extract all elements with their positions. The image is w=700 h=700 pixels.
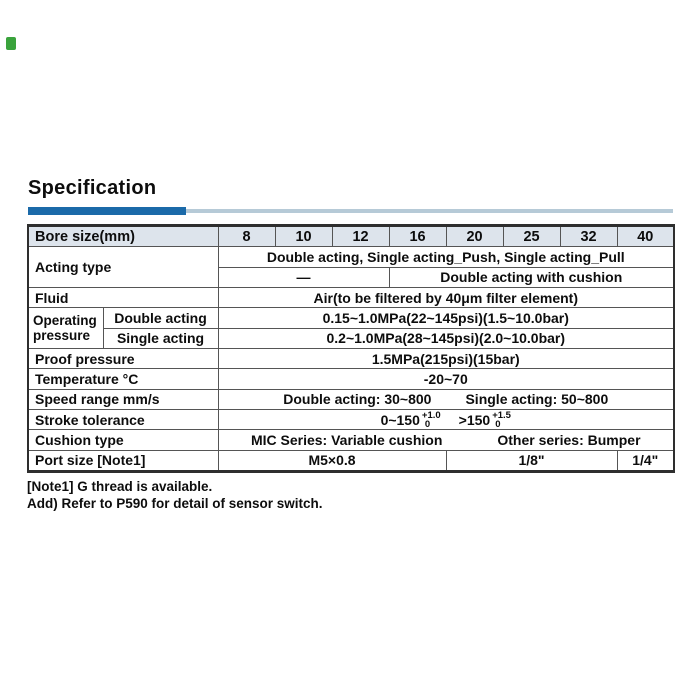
- page-title: Specification: [28, 177, 157, 199]
- bore-column-header: 25: [502, 224, 561, 248]
- operating-pressure-label: Operating pressure: [27, 307, 104, 349]
- tolerance-lower: 0: [424, 418, 431, 430]
- bore-column-header: 40: [616, 224, 675, 248]
- table-row: Cushion type MIC Series: Variable cushio…: [27, 429, 675, 451]
- footnote-add: Add) Refer to P590 for detail of sensor …: [27, 496, 323, 511]
- acting-type-all-cell: Double acting, Single acting_Push, Singl…: [217, 246, 675, 268]
- table-row: Speed range mm/s Double acting: 30~800 S…: [27, 388, 675, 410]
- bore-column-header: 8: [217, 224, 276, 248]
- table-row: Fluid Air(to be filtered by 40μm filter …: [27, 286, 675, 309]
- operating-pressure-double-value-cell: 0.15~1.0MPa(22~145psi)(1.5~10.0bar): [217, 307, 675, 329]
- stroke-tolerance-range1-base: 0~150: [380, 411, 420, 428]
- table-row: Stroke tolerance 0~150 +1.0 0 >150 +1.5 …: [27, 408, 675, 431]
- speed-range-single: Single acting: 50~800: [465, 391, 609, 408]
- specification-table: Bore size(mm) 8 10 12 16 20 25 32 40 Act…: [27, 224, 676, 473]
- table-row: Acting type Double acting, Single acting…: [27, 246, 675, 288]
- acting-type-no-cushion-cell: —: [217, 266, 390, 289]
- stroke-tolerance-label: Stroke tolerance: [27, 408, 219, 431]
- temperature-label: Temperature °C: [27, 368, 219, 390]
- acting-type-label: Acting type: [27, 246, 219, 288]
- title-underline: [28, 207, 673, 215]
- bore-column-header: 20: [445, 224, 504, 248]
- footnote-note1: [Note1] G thread is available.: [27, 479, 213, 494]
- proof-pressure-value-cell: 1.5MPa(215psi)(15bar): [217, 347, 675, 370]
- speed-range-double: Double acting: 30~800: [283, 391, 432, 408]
- green-logo-icon: [6, 37, 16, 50]
- bore-column-header: 16: [388, 224, 447, 248]
- tolerance-upper: +1.5: [492, 409, 511, 421]
- temperature-value-cell: -20~70: [217, 368, 675, 390]
- table-row: Temperature °C -20~70: [27, 368, 675, 390]
- title-underline-accent: [28, 207, 186, 215]
- table-row: — Double acting with cushion: [28, 266, 675, 289]
- title-underline-light: [28, 209, 673, 213]
- table-row: Single acting 0.2~1.0MPa(28~145psi)(2.0~…: [28, 327, 675, 349]
- stroke-tolerance-range2-limits: +1.5 0: [492, 409, 511, 430]
- operating-pressure-single-value-cell: 0.2~1.0MPa(28~145psi)(2.0~10.0bar): [217, 327, 675, 349]
- stroke-tolerance-range2-base: >150: [458, 411, 491, 428]
- bore-column-header: 10: [274, 224, 333, 248]
- cushion-type-mic: MIC Series: Variable cushion: [250, 431, 443, 448]
- cushion-type-label: Cushion type: [27, 429, 219, 451]
- proof-pressure-label: Proof pressure: [27, 347, 219, 370]
- stroke-tolerance-range2: >150 +1.5 0: [458, 409, 511, 430]
- port-size-large-cell: 1/4": [616, 449, 675, 473]
- acting-type-with-cushion-cell: Double acting with cushion: [388, 266, 675, 289]
- table-row: Operating pressure Double acting 0.15~1.…: [27, 307, 675, 349]
- port-size-small-cell: M5×0.8: [217, 449, 447, 473]
- port-size-label: Port size [Note1]: [27, 449, 219, 473]
- speed-range-value-cell: Double acting: 30~800 Single acting: 50~…: [217, 388, 675, 410]
- port-size-mid-cell: 1/8": [445, 449, 618, 473]
- stroke-tolerance-value-cell: 0~150 +1.0 0 >150 +1.5 0: [217, 408, 675, 431]
- table-row: Bore size(mm) 8 10 12 16 20 25 32 40: [27, 224, 675, 248]
- fluid-label: Fluid: [27, 286, 219, 309]
- operating-pressure-double-sublabel: Double acting: [102, 307, 219, 329]
- cushion-type-value-cell: MIC Series: Variable cushion Other serie…: [217, 429, 675, 451]
- fluid-value-cell: Air(to be filtered by 40μm filter elemen…: [217, 286, 675, 309]
- tolerance-upper: +1.0: [421, 409, 441, 421]
- tolerance-lower: 0: [495, 418, 501, 430]
- bore-column-header: 32: [559, 224, 618, 248]
- bore-column-header: 12: [331, 224, 390, 248]
- cushion-type-other: Other series: Bumper: [497, 431, 641, 448]
- stroke-tolerance-range1: 0~150 +1.0 0: [380, 409, 441, 430]
- speed-range-label: Speed range mm/s: [27, 388, 219, 410]
- bore-size-label: Bore size(mm): [27, 224, 219, 248]
- table-row: Proof pressure 1.5MPa(215psi)(15bar): [27, 347, 675, 370]
- footnotes: [Note1] G thread is available. Add) Refe…: [27, 478, 323, 512]
- table-row: Port size [Note1] M5×0.8 1/8" 1/4": [27, 449, 675, 473]
- operating-pressure-single-sublabel: Single acting: [102, 327, 219, 349]
- stroke-tolerance-range1-limits: +1.0 0: [421, 409, 441, 430]
